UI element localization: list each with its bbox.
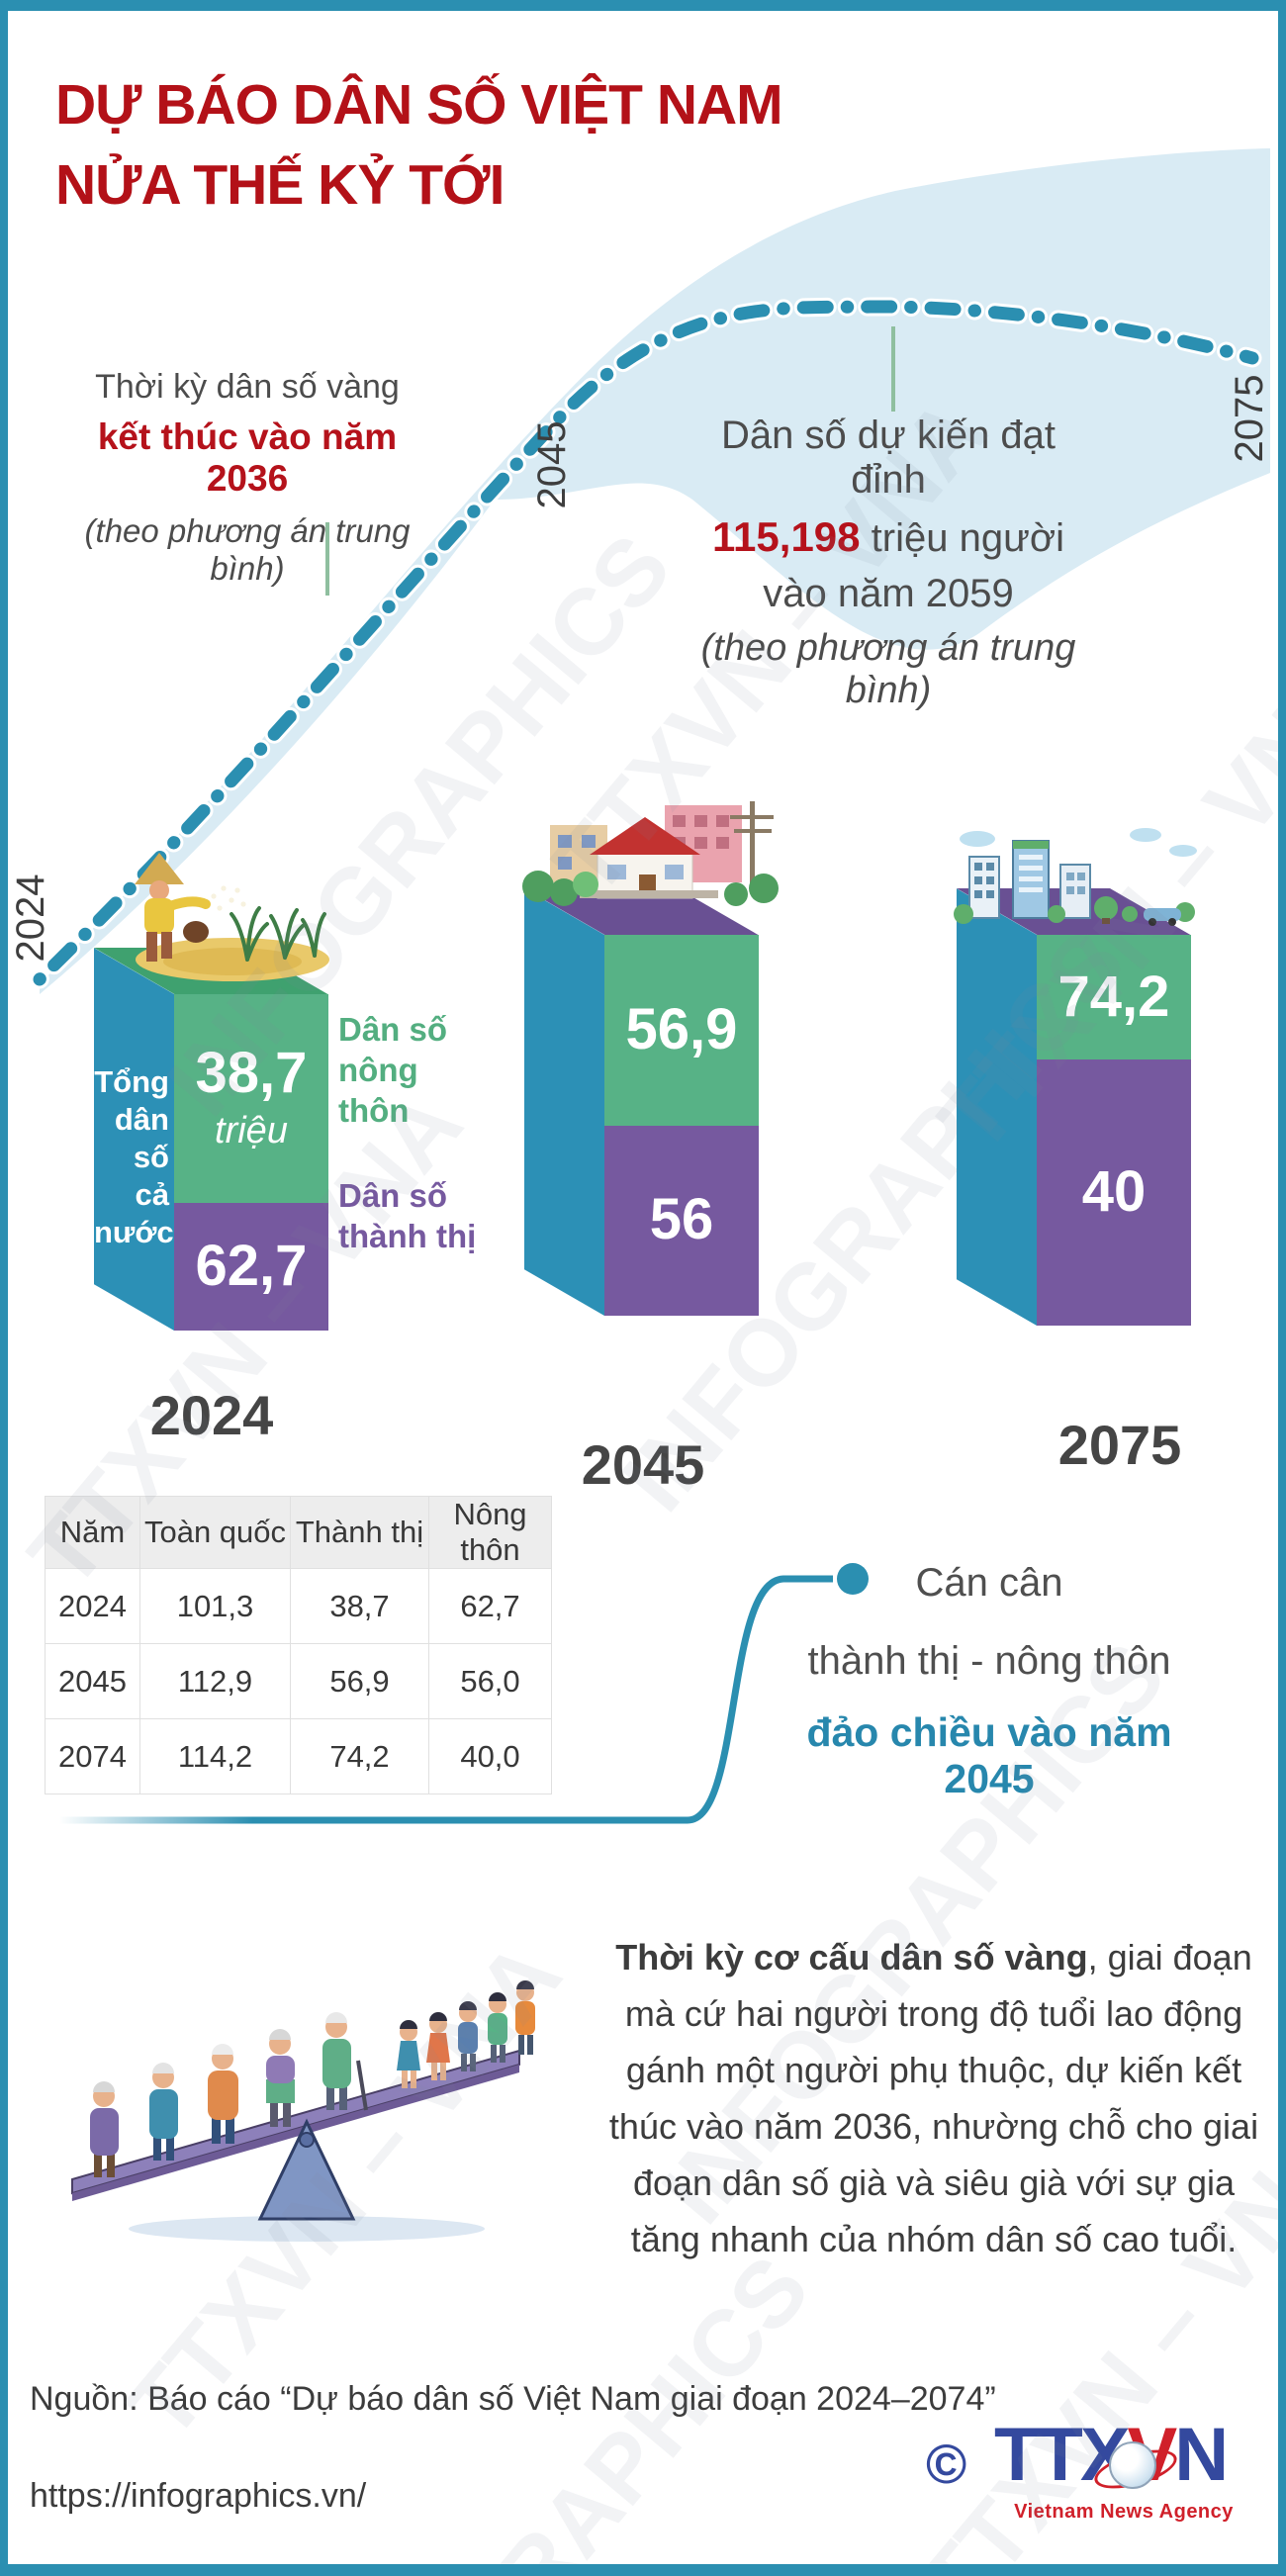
bar-rural-segment: 38,7 triệu <box>174 994 328 1203</box>
table-callout-connector <box>59 1563 869 1824</box>
curve-label-2024: 2024 <box>9 874 52 963</box>
peak-population-note: Dân số dự kiến đạt đỉnh 115,198 triệu ng… <box>690 414 1086 723</box>
legend-rural-population: Dân số nông thôn <box>338 1011 448 1129</box>
curve-label-2045: 2045 <box>530 420 574 509</box>
annotation-tick-2059 <box>891 326 895 412</box>
table-cell: 40,0 <box>428 1718 552 1794</box>
farmer-illustration <box>135 853 329 981</box>
urban-rural-callout: Cán cân thành thị - nông thôn đảo chiều … <box>786 1561 1192 1802</box>
ttxvn-logo: TTXVN Vietnam News Agency <box>994 2416 1253 2524</box>
rural-value: 38,7 <box>195 1041 308 1106</box>
table-row: 2074 114,2 74,2 40,0 <box>45 1718 552 1794</box>
note-text: Thời kỳ dân số vàng <box>95 368 400 406</box>
children-group <box>397 1980 535 2088</box>
peak-unit: triệu người <box>860 516 1064 560</box>
population-trend-chart <box>30 148 1270 994</box>
table-cell: 62,7 <box>428 1568 552 1644</box>
logo-globe-icon <box>1109 2441 1156 2489</box>
copyright-icon: © <box>926 2433 967 2495</box>
bar-side-face <box>957 888 1037 1326</box>
callout-line-1: Cán cân <box>915 1561 1063 1605</box>
table-cell: 2045 <box>45 1643 140 1719</box>
bar-urban-segment: 62,7 <box>174 1202 328 1331</box>
annotation-tick-2036 <box>325 522 329 596</box>
table-row: 2024 101,3 38,7 62,7 <box>45 1568 552 1644</box>
golden-structure-paragraph: Thời kỳ cơ cấu dân số vàng, giai đoạn mà… <box>599 1929 1268 2267</box>
table-row: 2045 112,9 56,9 56,0 <box>45 1643 552 1719</box>
bar-front-face: 56,9 56 <box>604 935 759 1316</box>
bar-front-face: 74,2 40 <box>1037 935 1191 1326</box>
bar-year-2075: 2075 <box>1057 1414 1182 1476</box>
confidence-band <box>40 148 1270 994</box>
table-cell: 56,9 <box>290 1643 429 1719</box>
bar-rural-segment: 56,9 <box>604 935 759 1126</box>
paragraph-bold: Thời kỳ cơ cấu dân số vàng <box>615 1937 1088 1978</box>
rural-unit: triệu <box>215 1110 288 1152</box>
table-cell: 114,2 <box>139 1718 291 1794</box>
table-header-cell: Thành thị <box>290 1496 429 1569</box>
bar-urban-segment: 56 <box>604 1125 759 1316</box>
note-highlight: kết thúc vào năm 2036 <box>97 416 398 499</box>
title-line-1: DỰ BÁO DÂN SỐ VIỆT NAM <box>55 73 783 137</box>
table-cell: 2074 <box>45 1718 140 1794</box>
logo-subtitle: Vietnam News Agency <box>1014 2501 1234 2523</box>
urban-value: 40 <box>1081 1159 1147 1225</box>
elderly-group <box>90 2012 368 2177</box>
note-text: Dân số dự kiến đạt đỉnh <box>720 414 1056 502</box>
trend-line <box>33 300 1259 986</box>
golden-period-note: Thời kỳ dân số vàng kết thúc vào năm 203… <box>54 368 440 588</box>
urban-value: 62,7 <box>195 1233 308 1298</box>
table-cell: 2024 <box>45 1568 140 1644</box>
bar-rural-segment: 74,2 <box>1037 935 1191 1060</box>
infographics-url-link[interactable]: https://infographics.vn/ <box>30 2477 367 2515</box>
urban-value: 56 <box>649 1187 714 1252</box>
bar-year-2024: 2024 <box>149 1384 274 1446</box>
rural-value: 56,9 <box>625 996 738 1061</box>
callout-highlight: đảo chiều vào năm 2045 <box>806 1709 1172 1801</box>
rural-value: 74,2 <box>1057 964 1170 1029</box>
title-line-2: NỬA THẾ KỶ TỚI <box>55 153 505 217</box>
note-caption: (theo phương án trung bình) <box>700 627 1076 711</box>
suburb-illustration <box>522 801 779 906</box>
table-header-cell: Năm <box>45 1496 140 1569</box>
bar-front-face: 38,7 triệu 62,7 <box>174 994 328 1331</box>
callout-line-2: thành thị - nông thôn <box>807 1639 1171 1683</box>
bar-side-face <box>524 888 604 1316</box>
population-table: Năm Toàn quốc Thành thị Nông thôn 2024 101,3… <box>45 1496 552 1794</box>
legend-urban-population: Dân số thành thị <box>338 1177 477 1254</box>
table-cell: 38,7 <box>290 1568 429 1644</box>
seesaw-illustration <box>71 1980 535 2242</box>
table-header-cell: Toàn quốc <box>139 1496 291 1569</box>
bar-urban-segment: 40 <box>1037 1059 1191 1326</box>
note-caption: (theo phương án trung bình) <box>84 512 411 587</box>
note-value-line: 115,198 triệu người <box>690 513 1086 561</box>
peak-year: vào năm 2059 <box>763 572 1014 615</box>
table-cell: 112,9 <box>139 1643 291 1719</box>
table-header-row: Năm Toàn quốc Thành thị Nông thôn <box>45 1496 552 1569</box>
paragraph-text: , giai đoạn mà cứ hai người trong độ tuổ… <box>608 1937 1259 2259</box>
table-cell: 74,2 <box>290 1718 429 1794</box>
table-cell: 101,3 <box>139 1568 291 1644</box>
green-city-illustration <box>954 828 1197 926</box>
page-title: DỰ BÁO DÂN SỐ VIỆT NAM NỬA THẾ KỶ TỚI <box>55 73 783 217</box>
total-population-label: Tổng dân số cả nước <box>94 1064 174 1249</box>
source-text: Nguồn: Báo cáo “Dự báo dân số Việt Nam g… <box>30 2380 996 2418</box>
curve-label-2075: 2075 <box>1228 374 1271 463</box>
population-table-body: 2024 101,3 38,7 62,7 2045 112,9 56,9 56,0 2074 11… <box>45 1568 552 1794</box>
connector-dot <box>837 1563 869 1595</box>
table-cell: 56,0 <box>428 1643 552 1719</box>
table-header-cell: Nông thôn <box>428 1496 552 1569</box>
peak-value: 115,198 <box>712 513 861 560</box>
bar-year-2045: 2045 <box>581 1433 705 1496</box>
